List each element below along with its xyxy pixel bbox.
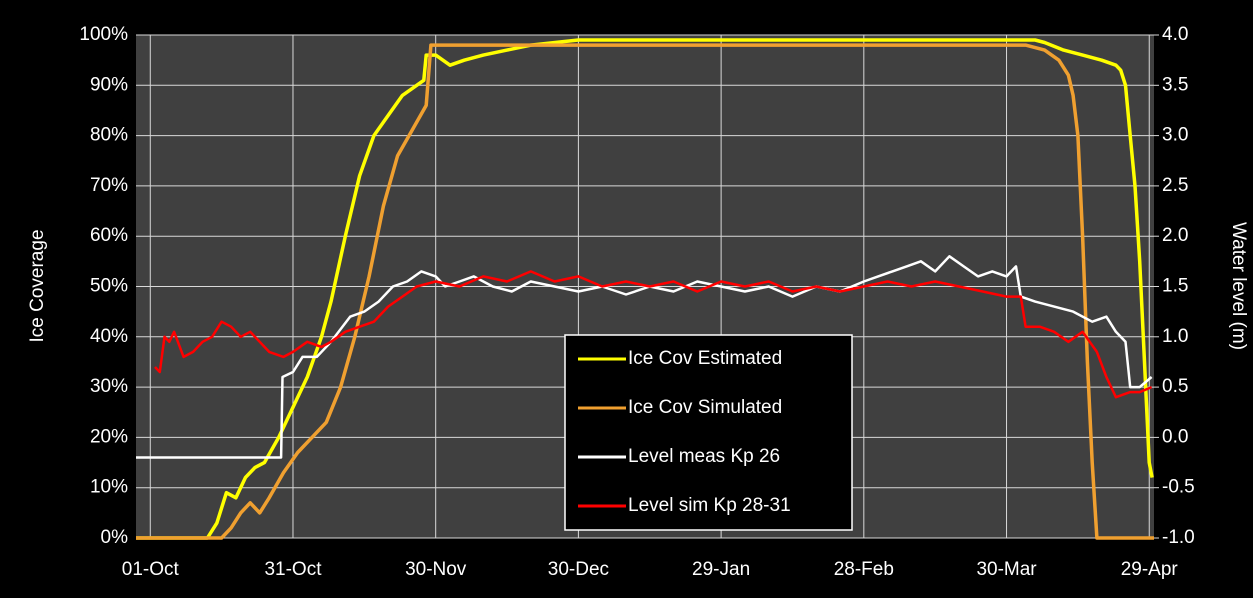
legend: Ice Cov Estimated Ice Cov Simulated Level … bbox=[564, 334, 853, 531]
lines bbox=[136, 38, 1154, 540]
y2-tick-label: 2.0 bbox=[1162, 225, 1188, 246]
grid: 0% 10% 20% 30% 40% 50% 60% 70% 80% 90% 100% -1.0 -0.… bbox=[79, 24, 1194, 580]
y-tick-label: 100% bbox=[79, 24, 128, 45]
y-tick-label: 50% bbox=[90, 276, 128, 297]
y2-tick-label: -1.0 bbox=[1162, 527, 1195, 548]
legend-box bbox=[564, 334, 853, 531]
y-tick-label: 70% bbox=[90, 175, 128, 196]
y-tick-label: 30% bbox=[90, 376, 128, 397]
y-tick-label: 80% bbox=[90, 125, 128, 146]
y2-tick-label: 4.0 bbox=[1162, 24, 1188, 45]
x-tick-label: 30-Mar bbox=[976, 559, 1037, 580]
y-axis-title: Ice Coverage bbox=[27, 229, 48, 342]
y2-tick-label: 0.0 bbox=[1162, 426, 1188, 447]
series-line bbox=[136, 38, 1154, 540]
x-tick-label: 29-Jan bbox=[692, 559, 750, 580]
y-tick-label: 20% bbox=[90, 426, 128, 447]
x-tick-label: 30-Nov bbox=[405, 559, 467, 580]
x-tick-label: 31-Oct bbox=[264, 559, 322, 580]
y-tick-label: 0% bbox=[101, 527, 129, 548]
x-tick-label: 29-Apr bbox=[1121, 559, 1179, 580]
series-line bbox=[154, 270, 1153, 399]
series-line bbox=[136, 43, 1154, 540]
legend-label: Ice Cov Estimated bbox=[628, 348, 782, 369]
y2-tick-label: 3.0 bbox=[1162, 125, 1188, 146]
y-tick-label: 40% bbox=[90, 326, 128, 347]
legend-label: Level meas Kp 26 bbox=[628, 446, 780, 467]
legend-label: Ice Cov Simulated bbox=[628, 397, 782, 418]
y2-tick-label: 1.5 bbox=[1162, 276, 1188, 297]
y2-tick-label: 0.5 bbox=[1162, 376, 1188, 397]
x-tick-label: 28-Feb bbox=[834, 559, 894, 580]
y2-tick-label: 1.0 bbox=[1162, 326, 1188, 347]
y-tick-label: 10% bbox=[90, 477, 128, 498]
x-tick-label: 30-Dec bbox=[548, 559, 609, 580]
y-tick-label: 60% bbox=[90, 225, 128, 246]
y2-tick-label: -0.5 bbox=[1162, 477, 1195, 498]
y2-axis-title: Water level (m) bbox=[1228, 222, 1249, 350]
y2-tick-label: 3.5 bbox=[1162, 74, 1188, 95]
y2-tick-label: 2.5 bbox=[1162, 175, 1188, 196]
legend-label: Level sim Kp 28-31 bbox=[628, 495, 791, 516]
y-tick-label: 90% bbox=[90, 74, 128, 95]
series-line bbox=[136, 255, 1153, 459]
x-tick-label: 01-Oct bbox=[122, 559, 180, 580]
